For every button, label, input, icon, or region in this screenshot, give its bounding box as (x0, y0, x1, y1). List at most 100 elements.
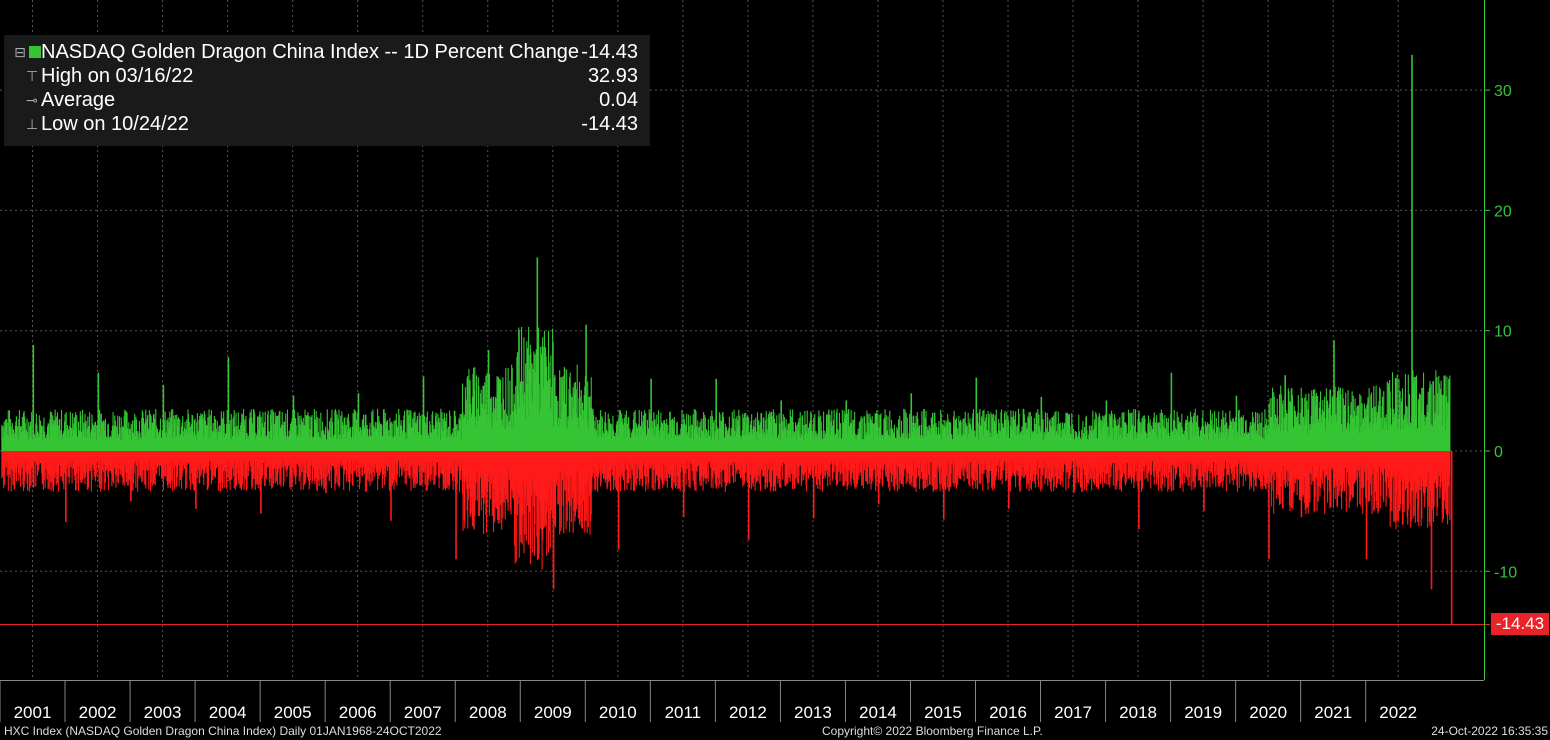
bar-negative (732, 451, 734, 463)
bar-positive (796, 430, 798, 451)
bar-negative (212, 451, 214, 476)
bar-positive (384, 412, 386, 451)
bar-negative (821, 451, 823, 492)
bar-negative (7, 451, 9, 462)
bar-positive (1424, 414, 1426, 451)
bar-positive (1366, 403, 1368, 451)
bar-negative (340, 451, 342, 468)
bar-positive (1090, 430, 1092, 451)
bar-negative (162, 451, 164, 480)
bar-negative (697, 451, 699, 467)
bar-negative (313, 451, 315, 481)
bar-negative (245, 451, 247, 481)
bar-positive (336, 439, 338, 451)
bar-negative (1128, 451, 1130, 479)
bar-negative (913, 451, 915, 488)
bar-negative (379, 451, 381, 475)
bar-positive (327, 432, 329, 451)
bar-positive (854, 411, 856, 451)
bar-positive (1201, 427, 1203, 451)
bar-negative (148, 451, 150, 461)
bar-negative (1417, 451, 1419, 523)
bar-positive (847, 409, 849, 451)
bar-negative (797, 451, 799, 484)
bar-positive (529, 344, 531, 451)
bar-positive (406, 409, 408, 451)
bar-negative (785, 451, 787, 483)
bar-negative (694, 451, 696, 469)
bar-negative (423, 451, 425, 469)
bar-positive (771, 416, 773, 451)
bar-positive (645, 413, 647, 451)
bar-positive (604, 411, 606, 451)
bar-positive (1400, 401, 1402, 451)
bar-negative (591, 451, 593, 492)
bar-positive (100, 413, 102, 451)
bar-positive (251, 417, 253, 451)
bar-negative (1047, 451, 1049, 486)
bar-negative (1362, 451, 1364, 514)
bar-negative (454, 451, 456, 482)
bar-negative (1424, 451, 1426, 494)
bar-positive (653, 421, 656, 451)
bar-positive (277, 436, 279, 451)
bar-negative (1394, 451, 1396, 523)
bar-positive (755, 431, 757, 451)
bar-positive (1020, 431, 1022, 451)
bar-positive (1124, 422, 1126, 451)
bar-positive (1252, 417, 1254, 451)
bar-positive (1440, 380, 1442, 451)
bar-positive (739, 415, 741, 451)
bar-positive (1398, 378, 1400, 451)
bar-positive (182, 416, 184, 451)
bar-negative (78, 451, 80, 472)
bar-positive (371, 415, 373, 451)
bar-positive (5, 424, 7, 451)
bar-positive (389, 423, 392, 451)
bar-positive (1357, 415, 1359, 451)
bar-positive (85, 421, 87, 451)
bar-positive (602, 433, 605, 451)
bar-negative (674, 451, 677, 489)
bar-positive (1043, 432, 1045, 451)
bar-negative (1039, 451, 1041, 468)
bar-negative (1161, 451, 1163, 492)
bar-positive (1341, 424, 1343, 451)
bar-positive (735, 418, 737, 451)
bar-positive (1350, 402, 1352, 451)
bar-positive (581, 415, 583, 451)
bar-negative (641, 451, 643, 479)
bar-negative (831, 451, 833, 481)
bar-positive (195, 439, 197, 451)
bar-negative (1367, 451, 1370, 502)
bar-negative (210, 451, 212, 485)
bar-positive (1047, 417, 1049, 451)
bar-positive (737, 420, 739, 451)
bar-negative (919, 451, 921, 461)
bar-negative (1362, 451, 1364, 489)
bar-positive (752, 434, 754, 451)
bar-positive (1256, 433, 1258, 451)
bar-positive (1310, 415, 1312, 451)
bar-negative (569, 451, 571, 507)
bar-positive (1306, 400, 1308, 451)
bar-negative (121, 451, 123, 477)
bar-negative (508, 451, 510, 471)
bar-negative (549, 451, 551, 549)
bar-positive (449, 410, 451, 451)
bar-negative (1365, 451, 1367, 498)
bar-positive (673, 416, 675, 451)
bar-negative (320, 451, 322, 487)
bar-positive (1331, 397, 1333, 451)
bar-negative (944, 451, 946, 487)
bar-negative (1288, 451, 1291, 506)
bar-positive (1422, 407, 1424, 451)
bar-negative (1079, 451, 1081, 468)
bar-negative (728, 451, 730, 482)
bar-negative (857, 451, 859, 480)
bar-positive (1315, 392, 1317, 451)
bar-negative (890, 451, 893, 483)
bar-positive (517, 394, 519, 451)
bar-positive (1140, 422, 1142, 451)
bar-negative (1030, 451, 1032, 488)
